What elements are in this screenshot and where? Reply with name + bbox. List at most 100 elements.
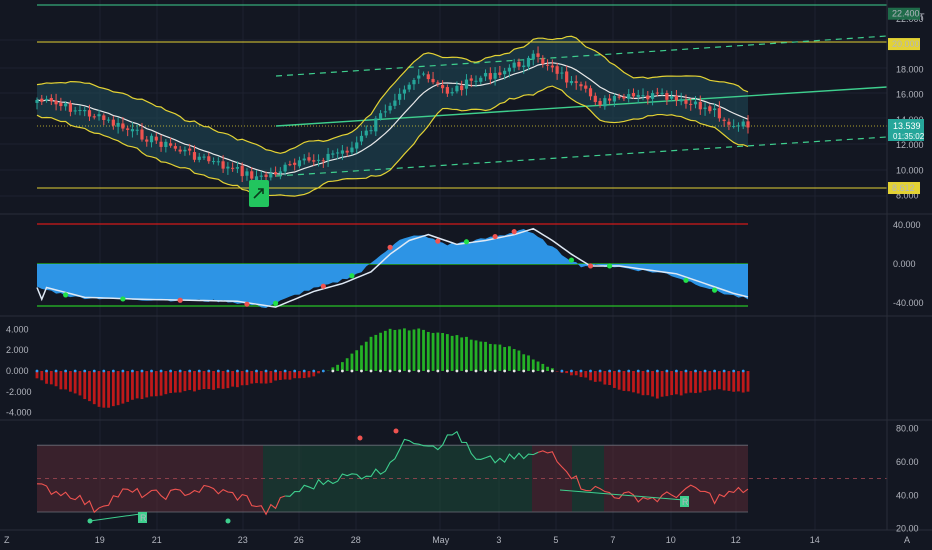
candle[interactable] bbox=[350, 141, 354, 156]
candle[interactable] bbox=[83, 106, 87, 117]
candle[interactable] bbox=[259, 171, 263, 181]
candle[interactable] bbox=[503, 67, 507, 80]
candle[interactable] bbox=[574, 75, 578, 90]
candle[interactable] bbox=[441, 80, 445, 94]
candle[interactable] bbox=[736, 122, 741, 132]
candle[interactable] bbox=[87, 104, 92, 121]
oscillator-axis[interactable]: 40.000 0.000 -40.000 bbox=[893, 220, 924, 308]
candle[interactable] bbox=[646, 90, 650, 105]
candle[interactable] bbox=[612, 93, 616, 107]
candle[interactable] bbox=[488, 67, 492, 85]
candle[interactable] bbox=[302, 154, 306, 165]
candle[interactable] bbox=[498, 66, 502, 79]
candle[interactable] bbox=[211, 157, 216, 165]
candle[interactable] bbox=[307, 152, 311, 163]
candle[interactable] bbox=[421, 71, 426, 77]
rsi-pane[interactable]: RR bbox=[36, 428, 887, 524]
candle[interactable] bbox=[336, 148, 340, 160]
candle[interactable] bbox=[517, 58, 521, 71]
divergence-label[interactable]: R bbox=[138, 512, 147, 523]
auto-scale-button[interactable]: A bbox=[904, 535, 910, 545]
candle[interactable] bbox=[207, 152, 211, 164]
candle[interactable] bbox=[293, 158, 297, 171]
candle[interactable] bbox=[97, 109, 101, 121]
candle[interactable] bbox=[655, 87, 659, 97]
candle[interactable] bbox=[741, 118, 745, 130]
candle[interactable] bbox=[44, 95, 49, 103]
last-price-tag[interactable]: 13.539 01:35:02 bbox=[888, 119, 925, 141]
candle[interactable] bbox=[464, 74, 469, 96]
candle[interactable] bbox=[674, 90, 679, 107]
candle[interactable] bbox=[145, 135, 149, 147]
candle[interactable] bbox=[689, 98, 693, 111]
candle[interactable] bbox=[192, 145, 197, 163]
candle[interactable] bbox=[526, 55, 531, 71]
candle[interactable] bbox=[321, 157, 325, 168]
candle[interactable] bbox=[402, 85, 407, 100]
candle[interactable] bbox=[665, 90, 669, 105]
candle[interactable] bbox=[235, 161, 240, 174]
candle[interactable] bbox=[603, 95, 607, 110]
candle[interactable] bbox=[102, 113, 106, 126]
candle[interactable] bbox=[326, 147, 330, 167]
candle[interactable] bbox=[78, 105, 82, 116]
candle[interactable] bbox=[197, 152, 201, 163]
candle[interactable] bbox=[116, 117, 120, 134]
candle[interactable] bbox=[522, 58, 526, 74]
oscillator-pane[interactable] bbox=[36, 223, 749, 309]
candle[interactable] bbox=[693, 95, 698, 109]
candle[interactable] bbox=[598, 98, 602, 108]
rsi-axis[interactable]: 80.00 60.00 40.00 20.00 bbox=[896, 424, 919, 534]
candle[interactable] bbox=[149, 133, 154, 148]
candle[interactable] bbox=[698, 95, 702, 115]
candle[interactable] bbox=[240, 162, 244, 183]
candle[interactable] bbox=[608, 94, 612, 105]
divergence-label[interactable]: R bbox=[680, 496, 689, 507]
candle[interactable] bbox=[455, 81, 459, 94]
time-axis[interactable]: 19 21 23 26 28 May 3 5 7 10 12 14 bbox=[95, 535, 820, 545]
candle[interactable] bbox=[202, 153, 206, 160]
candle[interactable] bbox=[717, 101, 721, 122]
candle[interactable] bbox=[316, 154, 321, 167]
macd-pane[interactable] bbox=[35, 328, 750, 408]
candle[interactable] bbox=[650, 90, 655, 106]
candle[interactable] bbox=[641, 88, 645, 101]
candle[interactable] bbox=[636, 89, 640, 104]
candle[interactable] bbox=[479, 75, 483, 85]
timezone-icon[interactable]: Z bbox=[4, 535, 10, 545]
candle[interactable] bbox=[106, 117, 111, 123]
candle[interactable] bbox=[670, 91, 674, 102]
candle[interactable] bbox=[507, 64, 512, 78]
candle[interactable] bbox=[445, 84, 449, 97]
candle[interactable] bbox=[331, 150, 335, 159]
candle[interactable] bbox=[188, 143, 192, 156]
candle[interactable] bbox=[708, 104, 712, 114]
candle[interactable] bbox=[173, 142, 177, 152]
candle[interactable] bbox=[660, 88, 664, 96]
candle[interactable] bbox=[732, 119, 736, 129]
candle[interactable] bbox=[565, 65, 569, 88]
candle[interactable] bbox=[684, 94, 688, 109]
candle[interactable] bbox=[364, 125, 368, 138]
candle[interactable] bbox=[588, 85, 593, 101]
candle[interactable] bbox=[355, 136, 359, 154]
candle[interactable] bbox=[393, 93, 397, 110]
candle[interactable] bbox=[412, 77, 416, 90]
macd-axis[interactable]: 4.000 2.000 0.000 -2.000 -4.000 bbox=[6, 324, 32, 417]
candle[interactable] bbox=[159, 134, 163, 152]
candle[interactable] bbox=[703, 102, 707, 116]
candle[interactable] bbox=[340, 144, 344, 161]
candle[interactable] bbox=[593, 92, 597, 106]
price-pane[interactable] bbox=[35, 4, 888, 207]
candle[interactable] bbox=[283, 162, 287, 176]
candle[interactable] bbox=[407, 82, 411, 93]
candle[interactable] bbox=[450, 87, 454, 96]
candle[interactable] bbox=[164, 139, 168, 153]
candle[interactable] bbox=[126, 126, 130, 137]
candle[interactable] bbox=[221, 155, 225, 173]
candlesticks[interactable] bbox=[35, 46, 750, 183]
candle[interactable] bbox=[617, 93, 621, 100]
candle[interactable] bbox=[512, 58, 516, 72]
candle[interactable] bbox=[135, 123, 139, 136]
